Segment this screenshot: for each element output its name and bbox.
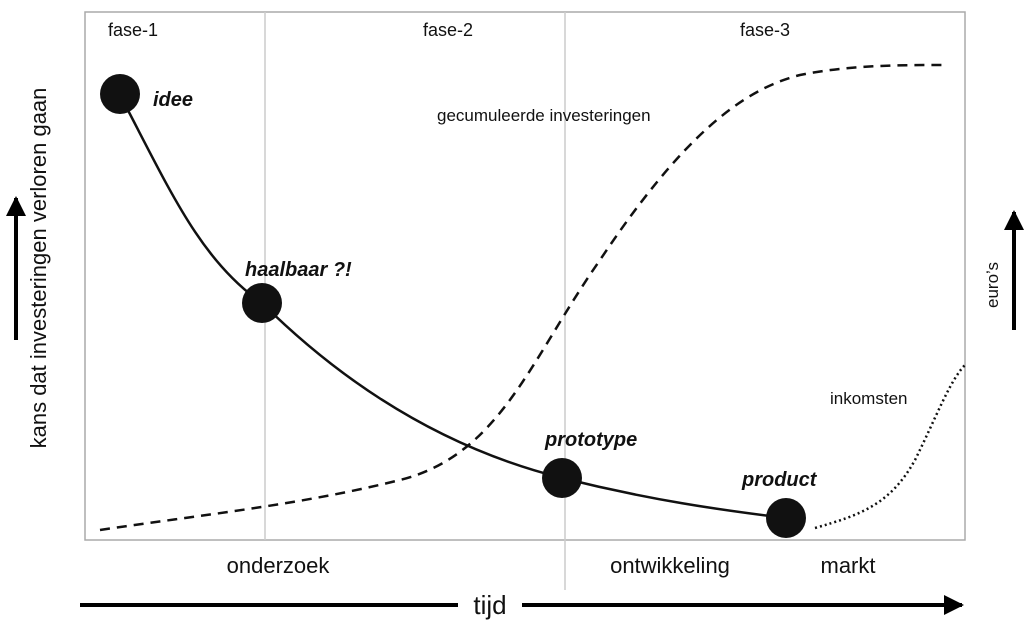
node-label: product [741,469,818,491]
node-label: idee [153,89,193,111]
investments-curve [99,63,946,532]
curve-label: gecumuleerde investeringen [437,106,651,125]
x-axis-label: tijd [473,590,506,620]
phase-label: fase-2 [423,20,473,40]
node-label: prototype [544,429,637,451]
node [100,74,140,114]
node [242,283,282,323]
node [542,458,582,498]
curve-label: inkomsten [830,389,907,408]
phase-label: fase-3 [740,20,790,40]
income-curve [814,364,966,530]
y-axis-label: kans dat investeringen verloren gaan [26,88,51,449]
stage-label: ontwikkeling [610,553,730,578]
risk-curve [118,94,787,520]
node [766,498,806,538]
stage-label: onderzoek [227,553,331,578]
stage-label: markt [821,553,876,578]
phase-label: fase-1 [108,20,158,40]
frame [84,11,966,541]
node-label: haalbaar ?! [245,259,352,281]
y2-axis-label: euro’s [983,262,1002,308]
